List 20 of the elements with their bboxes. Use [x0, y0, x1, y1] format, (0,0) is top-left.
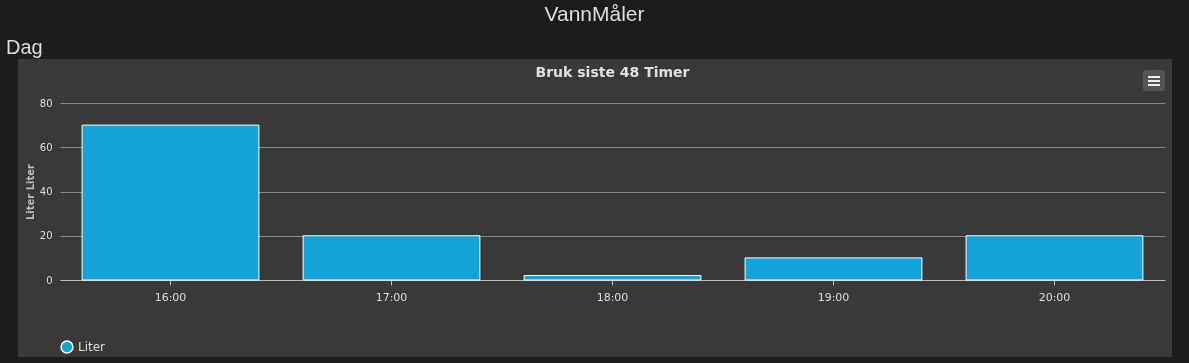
- y-axis-title: Liter Liter: [24, 163, 36, 221]
- bar: [302, 235, 481, 281]
- text: Dag: [6, 36, 43, 59]
- legend-label: Liter: [78, 340, 106, 354]
- y-tick-label: 80: [39, 97, 53, 109]
- x-tick-label: 18:00: [596, 290, 629, 304]
- x-tick-label: 19:00: [817, 290, 850, 304]
- x-tick-label: 20:00: [1038, 290, 1071, 304]
- y-tick-label: 0: [46, 274, 53, 286]
- x-tick-label: 17:00: [375, 290, 408, 304]
- y-tick-label: 60: [39, 141, 53, 153]
- bar: [965, 235, 1144, 281]
- y-tick-label: 40: [39, 186, 53, 197]
- bar: [523, 275, 702, 281]
- x-tick-label: 16:00: [154, 290, 187, 304]
- bar: [81, 124, 260, 281]
- y-tick-label: 20: [39, 230, 53, 242]
- chart-title: Bruk siste 48 Timer: [535, 64, 690, 80]
- bar: [744, 257, 923, 281]
- text: VannMåler: [543, 2, 646, 26]
